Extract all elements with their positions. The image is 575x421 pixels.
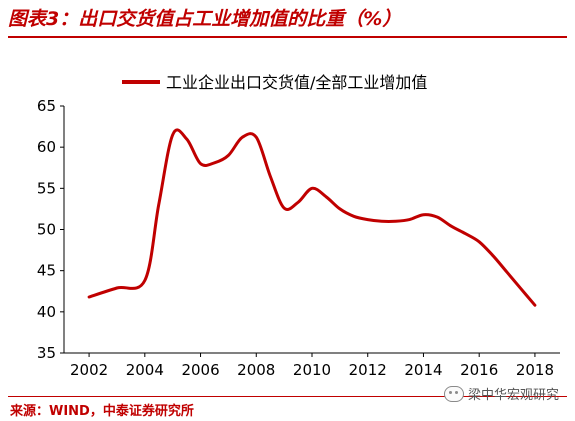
x-tick-label: 2010	[293, 361, 331, 379]
x-tick-label: 2004	[126, 361, 164, 379]
source-divider	[8, 396, 567, 397]
x-tick-label: 2006	[181, 361, 219, 379]
chart-legend: 工业企业出口交货值/全部工业增加值	[122, 73, 427, 92]
y-tick-label: 65	[37, 97, 56, 115]
x-tick-label: 2018	[516, 361, 554, 379]
title-divider	[8, 36, 567, 38]
y-tick-label: 45	[37, 262, 56, 280]
legend-label: 工业企业出口交货值/全部工业增加值	[166, 73, 427, 92]
x-tick-label: 2002	[70, 361, 108, 379]
chart-axes	[63, 106, 560, 354]
x-tick-label: 2012	[349, 361, 387, 379]
watermark-text: 梁中华宏观研究	[467, 388, 559, 403]
x-tick-label: 2008	[237, 361, 275, 379]
watermark: 梁中华宏观研究	[443, 384, 559, 403]
series-line	[87, 128, 537, 307]
y-tick-label: 35	[37, 344, 56, 362]
x-tick-label: 2016	[460, 361, 498, 379]
y-tick-label: 60	[37, 138, 56, 156]
tick-labels: 35 40 45 50 55 60 65 2002 2004 2006 2008 2010 2012 20…	[37, 97, 554, 379]
wechat-icon	[443, 385, 464, 402]
y-tick-label: 40	[37, 303, 56, 321]
series-group	[87, 128, 537, 307]
y-tick-label: 50	[37, 221, 56, 239]
line-chart: 工业企业出口交货值/全部工业增加值 35 40 45 50 55 60 65 2002 2004…	[37, 73, 560, 379]
source-note: 来源：WIND，中泰证券研究所	[10, 404, 194, 419]
figure-title: 图表3：出口交货值占工业增加值的比重（%）	[8, 8, 402, 30]
x-tick-label: 2014	[404, 361, 442, 379]
y-tick-label: 55	[37, 179, 56, 197]
